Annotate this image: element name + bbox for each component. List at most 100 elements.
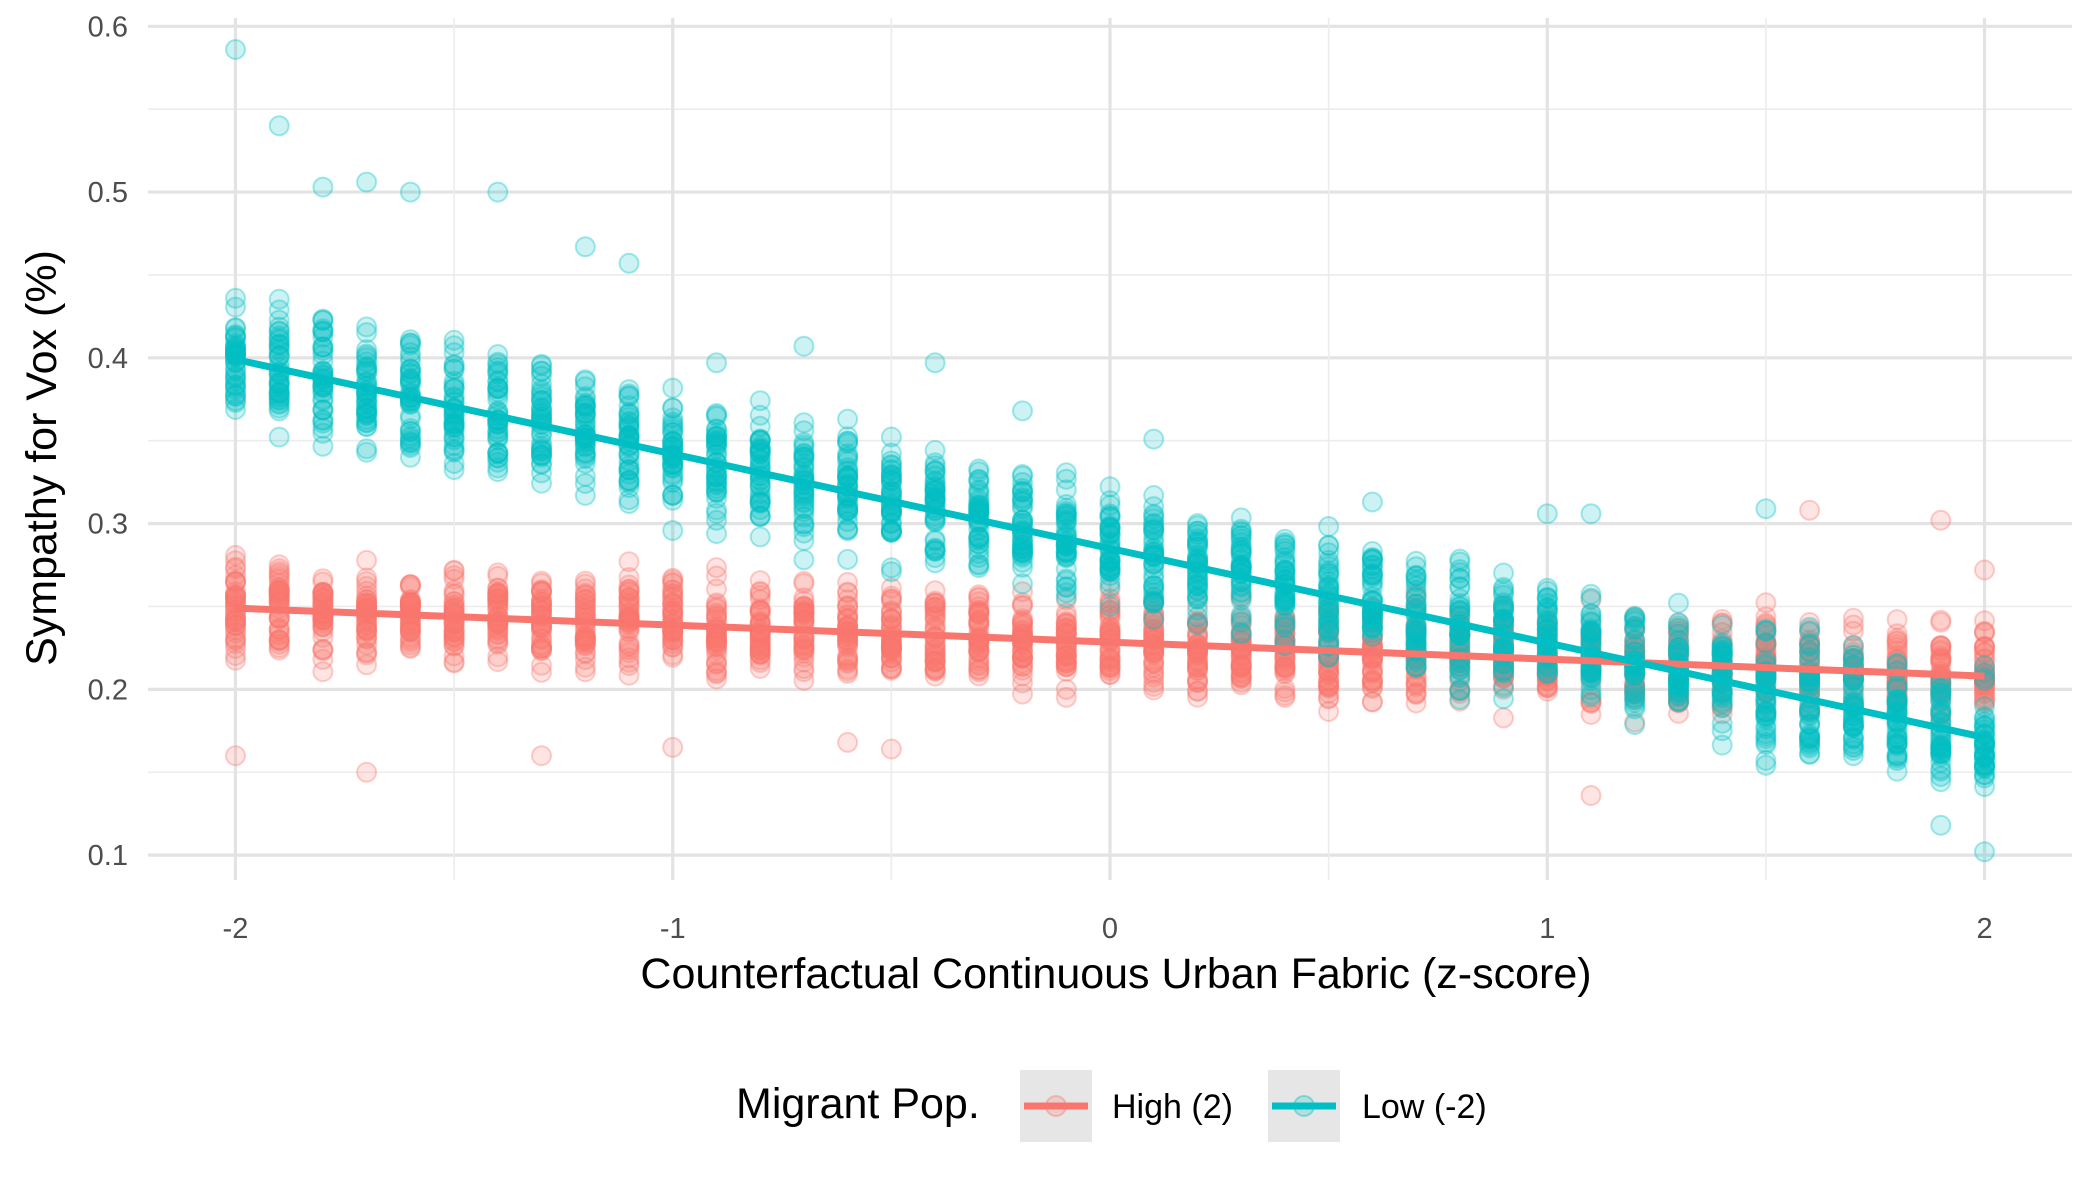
scatter-point [662,586,684,608]
scatter-point [225,572,246,594]
scatter-point [837,647,859,669]
scatter-point [531,637,552,659]
scatter-point [837,648,859,670]
scatter-point [443,335,465,357]
scatter-point [1055,686,1077,708]
scatter-point [837,662,859,684]
scatter-point [1143,592,1165,614]
scatter-point [443,378,465,400]
scatter-point [1055,503,1077,524]
scatter-point [1230,666,1252,688]
scatter-point [1099,647,1121,669]
y-tick-label: 0.5 [88,177,128,209]
scatter-point [1930,702,1952,724]
scatter-point [793,601,815,623]
scatter-point [793,590,815,612]
scatter-point [749,636,771,657]
scatter-point [924,352,946,374]
scatter-point [1187,686,1208,708]
scatter-point [706,653,727,675]
scatter-point [618,578,640,600]
scatter-point [312,587,334,609]
scatter-point [225,585,246,607]
scatter-point [1143,604,1165,626]
scatter-point [574,627,596,649]
scatter-point [1187,572,1208,594]
scatter-point [793,635,815,657]
scatter-point [662,599,684,621]
scatter-point [1930,609,1952,631]
scatter-point [1886,735,1908,757]
scatter-point [793,506,815,528]
scatter-point [487,562,509,584]
scatter-point [487,646,509,668]
scatter-point [968,599,990,621]
scatter-point [225,550,246,572]
scatter-point [268,629,290,651]
scatter-point [880,647,902,669]
scatter-point [618,574,640,596]
scatter-point [968,603,990,625]
scatter-point [749,506,771,528]
scatter-point [1842,614,1864,636]
scatter-point [1143,587,1165,609]
scatter-point [1187,654,1208,676]
scatter-point [662,646,684,668]
scatter-point [399,589,421,610]
legend-label-low: Low (-2) [1362,1088,1487,1126]
scatter-point [531,591,552,612]
scatter-point [443,559,465,581]
scatter-point [225,633,246,654]
scatter-point [399,181,421,203]
scatter-point [1187,649,1208,671]
scatter-point [574,629,596,651]
scatter-point [487,582,509,604]
scatter-point [793,335,815,357]
scatter-point [1580,587,1602,609]
axis-tick-labels: -2 -1 0 1 2 0.1 0.2 0.3 0.4 0.5 0.6 [88,11,1993,945]
scatter-point [1318,542,1340,564]
scatter-point [574,590,596,611]
scatter-point [1799,743,1821,765]
scatter-point [356,589,378,611]
scatter-point [312,336,334,358]
scatter-point [968,612,990,634]
scatter-point [1055,468,1077,490]
scatter-point [706,639,727,661]
scatter-point [924,590,946,612]
scatter-point [399,590,421,612]
scatter-point [837,636,859,658]
scatter-point [487,451,509,473]
scatter-point [225,556,246,578]
scatter-point [1187,670,1208,691]
scatter-point [531,596,552,618]
scatter-point [968,659,990,681]
scatter-point [1755,498,1777,520]
scatter-point [968,602,990,623]
scatter-point [531,637,552,659]
scatter-point [1230,661,1252,683]
scatter-point [924,660,946,682]
scatter-point [793,637,815,659]
scatter-point [1143,666,1165,688]
scatter-point [225,391,246,413]
scatter-point [225,637,246,659]
scatter-point [880,607,902,629]
scatter-point [618,551,640,573]
scatter-point [443,591,465,613]
scatter-point [487,588,509,609]
scatter-point [1012,611,1033,633]
scatter-point [618,587,640,609]
scatter-point [1187,612,1208,634]
scatter-point [225,615,246,637]
scatter-point [1012,647,1033,669]
scatter-point [531,629,552,650]
scatter-point [531,637,552,659]
scatter-point [268,633,290,655]
scatter-point [924,657,946,679]
scatter-point [531,355,552,377]
scatter-point [618,587,640,609]
scatter-point [312,640,334,662]
scatter-point [268,629,290,651]
scatter-point [706,565,727,587]
